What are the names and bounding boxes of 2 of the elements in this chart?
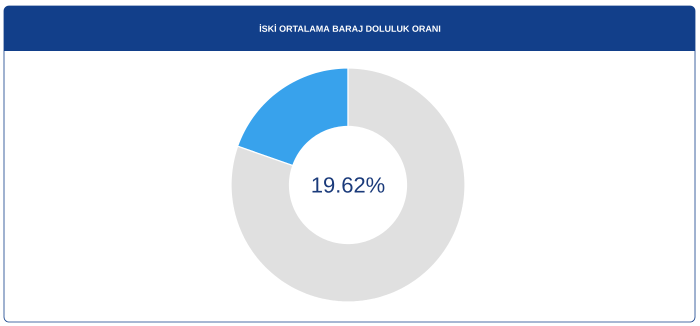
chart-title: İSKİ ORTALAMA BARAJ DOLULUK ORANI [260, 24, 440, 32]
text: 19.62% [312, 177, 384, 193]
